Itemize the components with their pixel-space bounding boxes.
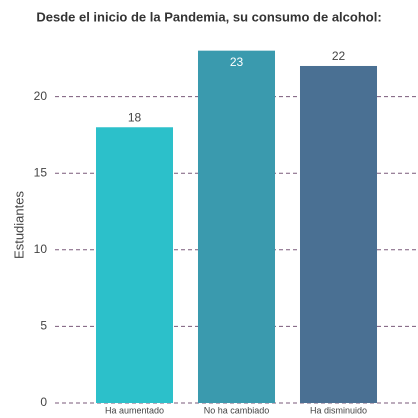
- y-tick-label: 10: [34, 242, 48, 256]
- data-label: 18: [128, 110, 142, 124]
- y-tick-label: 5: [40, 319, 47, 333]
- x-tick-label: Ha aumentado: [105, 405, 164, 415]
- x-tick-label: Ha disminuido: [310, 405, 367, 415]
- bar: [197, 50, 276, 403]
- bar: [95, 127, 174, 404]
- data-label: 22: [332, 49, 346, 63]
- x-tick-label: No ha cambiado: [204, 405, 270, 415]
- data-label: 23: [230, 55, 244, 69]
- y-tick-label: 0: [40, 395, 47, 409]
- chart-title: Desde el inicio de la Pandemia, su consu…: [36, 9, 381, 24]
- y-tick-label: 15: [34, 165, 48, 179]
- y-axis-label: Estudiantes: [11, 191, 26, 259]
- bar: [299, 65, 378, 403]
- y-tick-label: 20: [34, 89, 48, 103]
